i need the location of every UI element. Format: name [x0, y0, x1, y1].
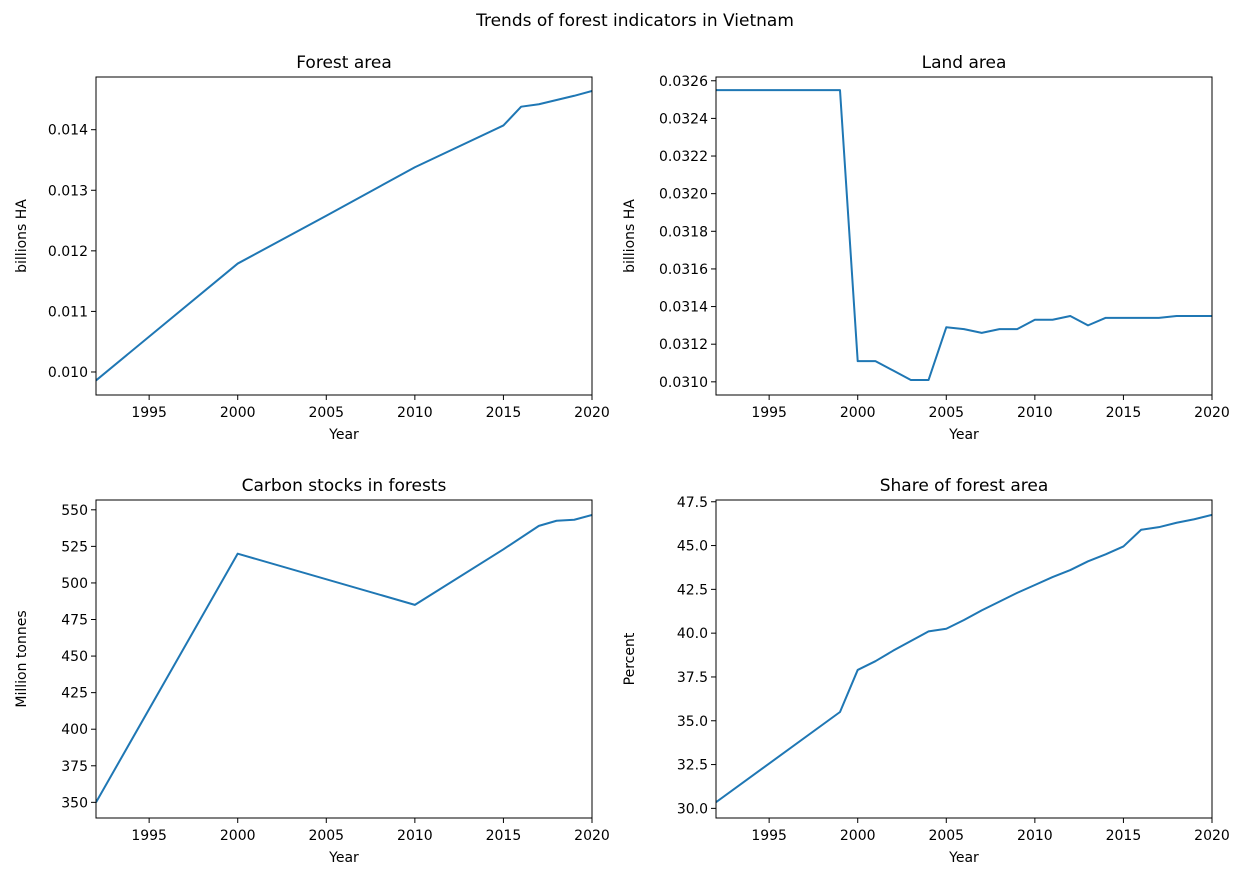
carbon-stocks-y-tick-label: 475 — [61, 613, 88, 629]
land-area-y-tick-label: 0.0322 — [659, 149, 708, 165]
forest-area-chart: Forest area 1995 2000 2005 2010 2015 2020 0.010… — [14, 53, 610, 443]
carbon-stocks-x-axis-label: Year — [328, 850, 359, 866]
land-area-y-tick-label: 0.0312 — [659, 337, 708, 353]
carbon-stocks-y-tick-label: 550 — [61, 503, 88, 519]
forest-area-title: Forest area — [296, 53, 391, 73]
forest-share-axes-frame — [715, 499, 1213, 819]
land-area-y-tick-label: 0.0326 — [659, 74, 708, 90]
forest-share-y-tick-label: 37.5 — [677, 670, 708, 686]
carbon-stocks-x-tick-label: 2010 — [397, 828, 433, 844]
forest-area-x-tick-label: 1995 — [131, 405, 167, 421]
carbon-stocks-title: Carbon stocks in forests — [242, 476, 447, 496]
land-area-axes-frame — [715, 76, 1213, 396]
forest-area-x-axis-label: Year — [328, 427, 359, 443]
forest-share-x-tick-label: 2015 — [1106, 828, 1142, 844]
forest-area-axes-frame — [95, 76, 593, 396]
forest-area-x-tick-label: 2005 — [308, 405, 344, 421]
carbon-stocks-x-tick-label: 2005 — [308, 828, 344, 844]
forest-area-y-tick-label: 0.013 — [48, 183, 88, 199]
land-area-x-axis-label: Year — [948, 427, 979, 443]
carbon-stocks-x-tick-label: 1995 — [131, 828, 167, 844]
carbon-stocks-y-tick-label: 400 — [61, 722, 88, 738]
forest-share-y-tick-label: 30.0 — [677, 801, 708, 817]
carbon-stocks-y-tick-label: 450 — [61, 649, 88, 665]
forest-share-title: Share of forest area — [880, 476, 1049, 496]
carbon-stocks-y-tick-label: 350 — [61, 795, 88, 811]
land-area-x-tick-label: 1995 — [751, 405, 787, 421]
forest-share-x-tick-label: 2020 — [1194, 828, 1230, 844]
forest-share-y-tick-label: 42.5 — [677, 582, 708, 598]
land-area-chart: Land area 1995 2000 2005 2010 2015 2020 0.0310 0… — [622, 53, 1230, 443]
forest-share-chart: Share of forest area 1995 2000 2005 2010 2015… — [622, 476, 1230, 866]
carbon-stocks-y-tick-label: 425 — [61, 686, 88, 702]
forest-area-x-tick-label: 2015 — [486, 405, 522, 421]
land-area-x-tick-label: 2005 — [928, 405, 964, 421]
carbon-stocks-series-line — [96, 513, 592, 803]
forest-area-x-tick-label: 2010 — [397, 405, 433, 421]
land-area-y-tick-label: 0.0310 — [659, 375, 708, 391]
carbon-stocks-axes-frame — [95, 499, 593, 819]
land-area-y-tick-label: 0.0318 — [659, 224, 708, 240]
forest-area-x-tick-label: 2020 — [574, 405, 610, 421]
carbon-stocks-x-tick-label: 2020 — [574, 828, 610, 844]
forest-area-y-tick-label: 0.010 — [48, 365, 88, 381]
carbon-stocks-x-tick-label: 2000 — [220, 828, 256, 844]
land-area-x-tick-label: 2015 — [1106, 405, 1142, 421]
land-area-x-tick-label: 2010 — [1017, 405, 1053, 421]
forest-share-series-line — [716, 513, 1212, 804]
land-area-x-tick-label: 2000 — [840, 405, 876, 421]
forest-area-y-axis-label: billions HA — [14, 199, 30, 273]
forest-area-y-tick-label: 0.014 — [48, 123, 88, 139]
forest-share-y-axis-label: Percent — [622, 632, 638, 685]
land-area-y-tick-label: 0.0320 — [659, 187, 708, 203]
forest-area-series-line — [96, 89, 592, 382]
figure-title: Trends of forest indicators in Vietnam — [475, 11, 794, 31]
land-area-series-line — [716, 89, 1212, 381]
forest-share-y-tick-label: 40.0 — [677, 626, 708, 642]
carbon-stocks-y-tick-label: 375 — [61, 759, 88, 775]
subplot-grid: Forest area 1995 2000 2005 2010 2015 2020 0.010… — [14, 53, 1230, 866]
forest-share-x-tick-label: 2005 — [928, 828, 964, 844]
forest-share-y-tick-label: 45.0 — [677, 539, 708, 555]
forest-share-x-tick-label: 1995 — [751, 828, 787, 844]
land-area-y-tick-label: 0.0314 — [659, 300, 708, 316]
carbon-stocks-chart: Carbon stocks in forests 1995 2000 2005 2010… — [14, 476, 610, 866]
carbon-stocks-x-tick-label: 2015 — [486, 828, 522, 844]
forest-share-y-tick-label: 47.5 — [677, 495, 708, 511]
forest-share-x-axis-label: Year — [948, 850, 979, 866]
forest-share-x-tick-label: 2000 — [840, 828, 876, 844]
land-area-y-tick-label: 0.0324 — [659, 111, 708, 127]
forest-area-x-tick-label: 2000 — [220, 405, 256, 421]
carbon-stocks-y-tick-label: 525 — [61, 539, 88, 555]
land-area-y-axis-label: billions HA — [622, 199, 638, 273]
forest-share-x-tick-label: 2010 — [1017, 828, 1053, 844]
carbon-stocks-y-axis-label: Million tonnes — [14, 610, 30, 707]
land-area-title: Land area — [922, 53, 1007, 73]
forest-area-y-tick-label: 0.012 — [48, 244, 88, 260]
carbon-stocks-y-tick-label: 500 — [61, 576, 88, 592]
forest-share-y-tick-label: 32.5 — [677, 758, 708, 774]
land-area-x-tick-label: 2020 — [1194, 405, 1230, 421]
land-area-y-tick-label: 0.0316 — [659, 262, 708, 278]
forest-share-y-tick-label: 35.0 — [677, 714, 708, 730]
forest-area-y-tick-label: 0.011 — [48, 304, 88, 320]
